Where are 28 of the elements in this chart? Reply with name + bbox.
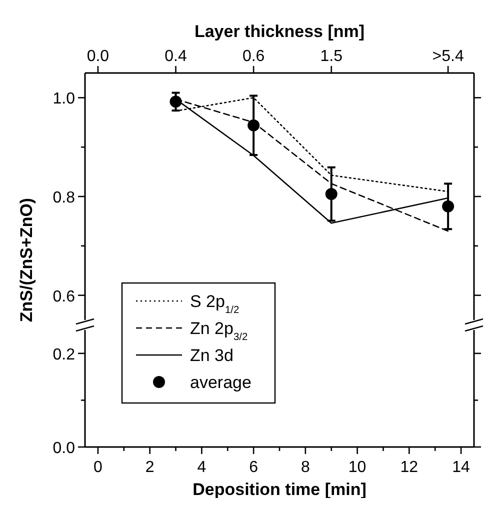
y-tick-label: 0.0 [52, 440, 76, 457]
annotation: 0.6 [242, 48, 265, 65]
x-tick-label: 2 [145, 459, 154, 476]
x-tick-label: 12 [400, 459, 418, 476]
x-tick-label: 10 [348, 459, 366, 476]
x-tick-label: 0 [94, 459, 103, 476]
y-tick-label: 0.6 [52, 288, 76, 306]
legend-label: S 2p$_{1/2}$ [190, 292, 240, 316]
point [442, 200, 454, 212]
x-tick-label: 8 [300, 459, 310, 476]
y-axis-title: ZnS/(ZnS+ZnO) [17, 198, 36, 322]
y-tick-label: 0.2 [52, 346, 76, 364]
text: 0.0 [86, 48, 110, 65]
legend-label: Zn 2p$_{3/2}$ [190, 319, 248, 342]
point [248, 119, 260, 132]
legend-label: average [190, 373, 252, 392]
y-tick-label: 0.8 [52, 190, 76, 206]
annotation: 0.4 [164, 48, 187, 65]
annotation: 1.5 [320, 48, 343, 65]
point [325, 188, 338, 200]
x-tick-label: 6 [249, 459, 258, 476]
x2-axis-title: Layer thickness [nm] [194, 22, 365, 41]
annotation: >5.4 [432, 48, 464, 65]
y-tick-label: 1.0 [52, 90, 76, 108]
point [170, 96, 182, 108]
legend-label: Zn 3d [190, 346, 234, 365]
x-tick-label: 14 [452, 459, 470, 476]
x-tick-label: 4 [197, 459, 206, 476]
